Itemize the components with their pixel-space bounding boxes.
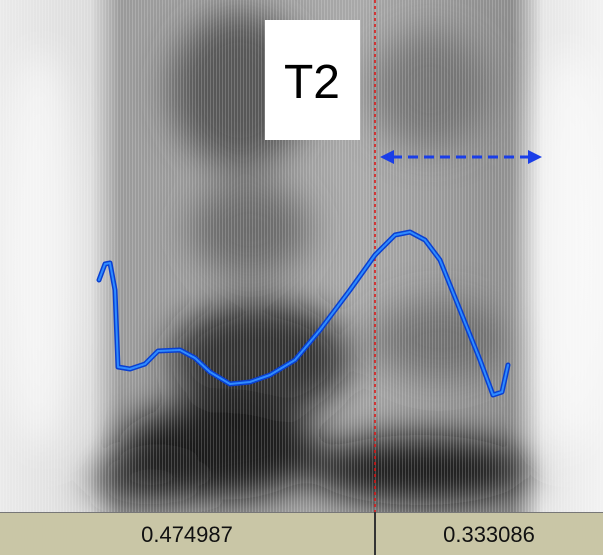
- label-box: [265, 20, 360, 140]
- interval-bar: [0, 512, 603, 555]
- duration-arrow: [380, 150, 542, 164]
- interval-duration: 0.474987: [141, 522, 233, 547]
- interval-duration: 0.333086: [443, 522, 535, 547]
- tier-label: T2: [284, 56, 340, 109]
- pitch-contour: [98, 231, 509, 396]
- spectrogram: [0, 0, 603, 512]
